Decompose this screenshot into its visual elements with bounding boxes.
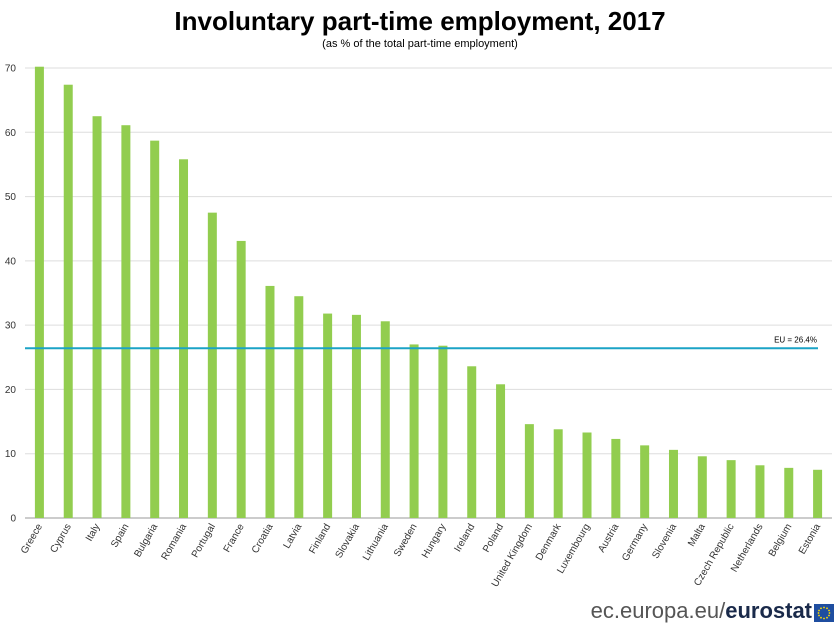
bar-sweden: [409, 344, 419, 518]
x-tick-label: Portugal: [190, 522, 218, 560]
y-tick-label: 50: [5, 192, 17, 203]
x-tick-label: Ireland: [453, 522, 478, 554]
x-tick-label: Finland: [307, 522, 333, 556]
x-tick-label: Sweden: [392, 522, 420, 559]
x-tick-label: Latvia: [282, 522, 305, 551]
bar-slovakia: [351, 314, 361, 518]
bar-denmark: [553, 429, 563, 518]
bar-romania: [179, 159, 189, 519]
chart-subtitle: (as % of the total part-time employment): [322, 38, 518, 50]
reference-line-label: EU = 26.4%: [774, 335, 817, 344]
bar-portugal: [207, 212, 217, 518]
x-tick-label: Austria: [596, 522, 621, 555]
bar-ireland: [467, 366, 477, 518]
y-tick-label: 40: [5, 256, 17, 267]
y-tick-label: 60: [5, 128, 17, 139]
bar-austria: [611, 438, 621, 518]
x-axis-labels: Greece Cyprus Italy Spain Bulgaria Romania Por…: [19, 521, 823, 589]
x-tick-label: Slovakia: [334, 522, 363, 561]
x-tick-label: Spain: [109, 522, 131, 550]
x-tick-label: Cyprus: [48, 522, 73, 555]
bar-france: [236, 240, 246, 518]
bar-hungary: [438, 345, 448, 518]
y-tick-label: 10: [5, 449, 17, 460]
x-tick-label: France: [222, 522, 247, 555]
gridlines: [25, 67, 832, 519]
bar-latvia: [294, 296, 304, 518]
bar-finland: [323, 313, 333, 518]
bar-netherlands: [755, 465, 765, 518]
bar-germany: [640, 445, 650, 518]
bar-poland: [496, 384, 506, 518]
y-tick-label: 20: [5, 385, 17, 396]
bar-belgium: [784, 467, 794, 518]
eu-flag-icon: [814, 604, 834, 622]
bar-lithuania: [380, 321, 390, 518]
x-tick-label: Estonia: [797, 522, 823, 557]
x-tick-label: Germany: [620, 522, 650, 563]
bar-croatia: [265, 285, 275, 518]
x-tick-label: Hungary: [420, 522, 448, 560]
x-tick-label: Croatia: [250, 522, 276, 556]
bar-spain: [121, 125, 131, 518]
x-tick-label: Bulgaria: [132, 522, 160, 560]
bar-czech-republic: [726, 460, 736, 518]
bar-estonia: [813, 469, 823, 518]
eurostat-brand: ec.europa.eu/eurostat: [591, 598, 812, 624]
bar-united-kingdom: [524, 424, 534, 518]
x-tick-label: Romania: [160, 522, 190, 563]
reference-line-group: EU = 26.4%: [25, 335, 818, 350]
bar-italy: [92, 116, 102, 518]
brand-name: eurostat: [725, 598, 812, 623]
x-tick-label: Slovenia: [650, 522, 679, 561]
bar-slovenia: [668, 449, 678, 518]
x-tick-label: Poland: [481, 522, 506, 554]
y-tick-label: 70: [5, 64, 17, 75]
x-tick-label: Italy: [84, 522, 103, 543]
y-axis-ticks: 0 10 20 30 40 50 60 70: [5, 64, 17, 525]
bar-cyprus: [63, 84, 73, 518]
x-tick-label: Lithuania: [361, 522, 391, 563]
x-tick-label: Denmark: [534, 521, 564, 562]
chart-title: Involuntary part-time employment, 2017: [174, 6, 666, 36]
bar-luxembourg: [582, 432, 592, 518]
bars: [34, 66, 823, 519]
y-tick-label: 0: [10, 514, 16, 525]
bar-greece: [34, 66, 44, 518]
bar-malta: [697, 456, 707, 518]
x-tick-label: Malta: [686, 522, 708, 549]
brand-site: ec.europa.eu/: [590, 598, 726, 623]
x-tick-label: Greece: [19, 522, 45, 556]
bar-bulgaria: [150, 140, 160, 518]
x-tick-label: Belgium: [767, 522, 795, 559]
y-tick-label: 30: [5, 321, 17, 332]
